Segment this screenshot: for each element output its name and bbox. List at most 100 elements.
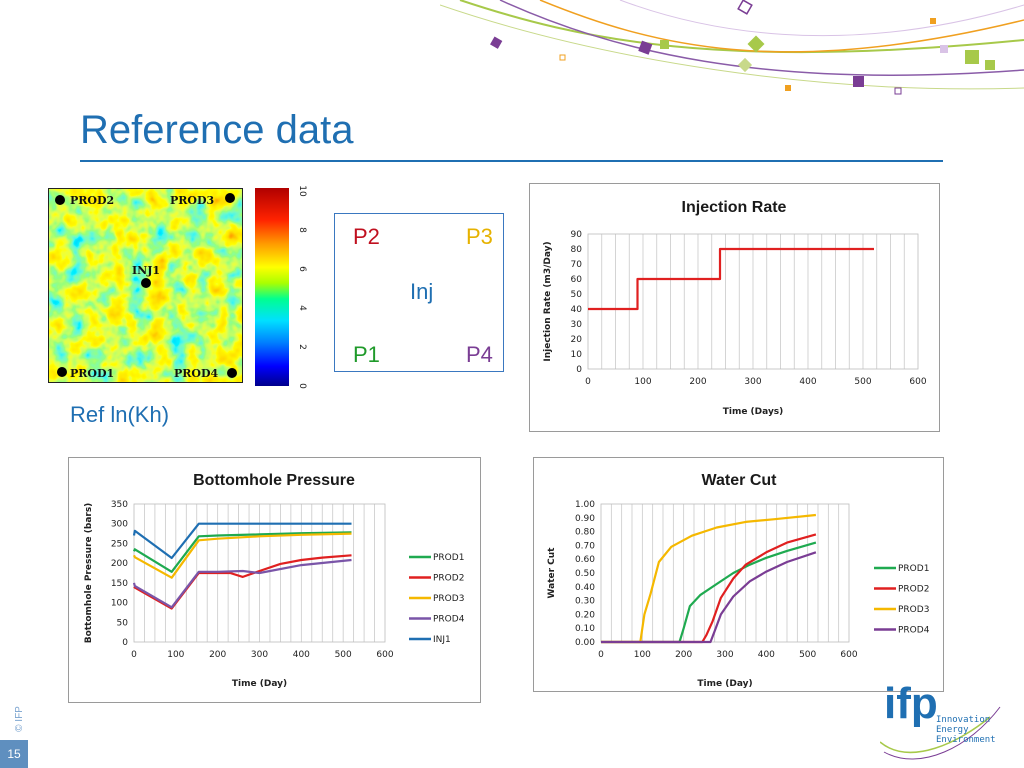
- x-tick-label: 200: [675, 650, 692, 660]
- colorbar-tick: 0: [297, 383, 307, 389]
- series-line-prod3: [132, 532, 352, 579]
- legend-label-prod2: PROD2: [433, 574, 464, 584]
- well-marker-prod3: [225, 193, 235, 203]
- legend-label-prod1: PROD1: [898, 564, 929, 574]
- y-tick-label: 30: [571, 320, 583, 330]
- x-tick-label: 100: [167, 650, 184, 660]
- series-line-prod2: [601, 533, 817, 644]
- x-axis-label: Time (Day): [232, 679, 287, 689]
- y-tick-label: 0.30: [575, 597, 595, 607]
- series-line-injection: [588, 247, 874, 311]
- y-tick-label: 1.00: [575, 500, 595, 510]
- map-caption: Ref ln(Kh): [70, 402, 170, 427]
- well-label-inj1: INJ1: [132, 264, 160, 277]
- bottomhole-pressure-chart: 0 50 100 150 200 250 300 350 0 100 200 300 400 500 600…: [68, 457, 481, 703]
- ifp-logo: ifp Innovation Energy Environment: [880, 679, 1001, 760]
- well-marker-prod1: [57, 367, 67, 377]
- schematic-p3: P3: [466, 224, 493, 249]
- y-tick-label: 50: [571, 290, 583, 300]
- y-axis-label: Water Cut: [547, 547, 557, 599]
- y-tick-label: 0.70: [575, 541, 595, 551]
- injection-rate-plot: 0 10 20 30 40 50 60 70 80 90 0 100 200 300 400 500 600 In…: [543, 199, 927, 417]
- legend-label-prod1: PROD1: [433, 553, 464, 563]
- legend-label-prod4: PROD4: [898, 626, 930, 636]
- series-line-prod3: [601, 513, 817, 644]
- plot-area: [587, 233, 919, 370]
- y-tick-label: 350: [111, 500, 128, 510]
- logo-line-1: Innovation: [936, 715, 990, 725]
- title-divider: [80, 160, 943, 162]
- schematic-p4: P4: [466, 342, 493, 367]
- schematic-p1: P1: [353, 342, 380, 367]
- x-tick-label: 400: [293, 650, 310, 660]
- plot-area: [600, 503, 850, 643]
- y-tick-label: 90: [571, 230, 583, 240]
- colorbar-tick: 6: [297, 266, 307, 272]
- colorbar-tick: 2: [297, 344, 307, 350]
- well-label-prod3: PROD3: [170, 194, 214, 207]
- y-tick-label: 20: [571, 335, 583, 345]
- y-tick-label: 250: [111, 539, 128, 549]
- x-tick-label: 500: [799, 650, 816, 660]
- series-line-prod1: [601, 541, 817, 644]
- y-tick-label: 80: [571, 245, 583, 255]
- well-marker-prod2: [55, 195, 65, 205]
- y-tick-label: 50: [117, 618, 129, 628]
- x-axis-label: Time (Days): [723, 407, 784, 417]
- y-tick-label: 0.80: [575, 528, 595, 538]
- legend-label-inj1: INJ1: [433, 635, 451, 645]
- y-tick-label: 0.20: [575, 610, 595, 620]
- header-decoration: [440, 0, 1024, 95]
- x-tick-label: 600: [376, 650, 393, 660]
- colorbar: [255, 188, 289, 386]
- legend-label-prod4: PROD4: [433, 615, 465, 625]
- bottomhole-pressure-plot: 0 50 100 150 200 250 300 350 0 100 200 300 400 500 600…: [84, 472, 465, 689]
- well-label-prod2: PROD2: [70, 194, 114, 207]
- series-line-inj1: [132, 522, 352, 560]
- x-tick-label: 600: [909, 377, 926, 387]
- x-axis-label: Time (Day): [697, 679, 752, 689]
- well-label-prod1: PROD1: [70, 367, 114, 380]
- y-tick-label: 60: [571, 275, 583, 285]
- y-tick-label: 0.60: [575, 555, 595, 565]
- legend-label-prod3: PROD3: [433, 594, 464, 604]
- y-tick-label: 0.90: [575, 514, 595, 524]
- x-tick-label: 100: [634, 377, 651, 387]
- legend-label-prod3: PROD3: [898, 605, 929, 615]
- x-tick-label: 500: [335, 650, 352, 660]
- y-tick-label: 100: [111, 599, 128, 609]
- copyright-label: © IFP: [14, 706, 25, 732]
- series-line-prod4: [132, 558, 352, 609]
- x-tick-label: 200: [689, 377, 706, 387]
- x-tick-label: 0: [598, 650, 604, 660]
- x-tick-label: 300: [744, 377, 761, 387]
- logo-line-3: Environment: [936, 735, 996, 745]
- legend-label-prod2: PROD2: [898, 585, 929, 595]
- y-axis-label: Injection Rate (m3/Day): [543, 241, 553, 361]
- schematic-inj: Inj: [410, 279, 434, 304]
- well-label-prod4: PROD4: [174, 367, 219, 380]
- series-line-prod2: [133, 554, 352, 610]
- colorbar-tick: 10: [297, 185, 307, 197]
- series-line-prod4: [601, 551, 817, 644]
- colorbar-tick: 8: [297, 227, 307, 233]
- y-tick-label: 10: [571, 350, 583, 360]
- water-cut-plot: 0.00 0.10 0.20 0.30 0.40 0.50 0.60 0.70 0.80 0.90…: [547, 472, 930, 689]
- page-title: Reference data: [80, 108, 354, 152]
- x-tick-label: 0: [131, 650, 137, 660]
- water-cut-chart: 0.00 0.10 0.20 0.30 0.40 0.50 0.60 0.70 0.80 0.90…: [533, 457, 944, 692]
- well-layout-schematic: P2 P3 Inj P1 P4: [334, 213, 504, 372]
- y-tick-label: 0.00: [575, 638, 595, 648]
- chart-title: Bottomhole Pressure: [193, 472, 355, 489]
- well-marker-prod4: [227, 368, 237, 378]
- y-tick-label: 0.10: [575, 624, 595, 634]
- y-tick-label: 40: [571, 305, 583, 315]
- x-tick-label: 200: [209, 650, 226, 660]
- logo-line-2: Energy: [936, 725, 969, 735]
- plot-area: [133, 503, 386, 643]
- page-number: 15: [0, 740, 28, 768]
- chart-title: Injection Rate: [682, 199, 787, 216]
- y-tick-label: 0.40: [575, 583, 595, 593]
- y-tick-label: 0: [576, 365, 582, 375]
- x-tick-label: 400: [799, 377, 816, 387]
